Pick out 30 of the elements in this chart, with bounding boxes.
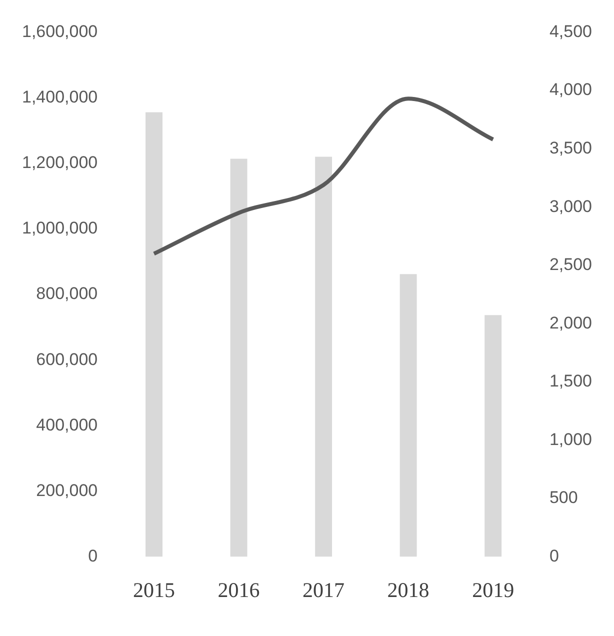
y-tick-label: 1,600,000 [22, 22, 98, 41]
y-tick-label: 1,400,000 [22, 87, 98, 106]
x-tick-label: 2017 [302, 578, 345, 602]
line-series [152, 96, 496, 256]
y2-tick-label: 4,500 [549, 22, 592, 41]
y-tick-label: 800,000 [36, 284, 98, 304]
y2-tick-label: 2,500 [549, 255, 592, 274]
y-tick-label: 600,000 [36, 350, 98, 369]
bar [315, 156, 332, 557]
y2-tick-label: 1,500 [549, 372, 592, 391]
y2-tick-label: 0 [549, 546, 559, 566]
y2-tick-label: 2,000 [549, 313, 592, 332]
y2-tick-label: 500 [549, 488, 578, 508]
x-tick-label: 2018 [387, 578, 430, 602]
bar [484, 315, 502, 557]
x-tick-label: 2016 [218, 578, 260, 602]
y2-tick-label: 3,000 [549, 196, 592, 216]
bar [400, 274, 417, 557]
bar [146, 112, 162, 557]
y2-tick-label: 3,500 [549, 138, 592, 158]
y-tick-label: 1,200,000 [22, 153, 98, 172]
y-tick-label: 200,000 [36, 480, 98, 500]
y2-tick-label: 1,000 [549, 430, 592, 449]
y2-tick-label: 4,000 [549, 80, 592, 100]
bar [230, 158, 248, 557]
x-tick-label: 2015 [133, 578, 176, 602]
y-tick-label: 0 [88, 546, 98, 566]
y-tick-label: 400,000 [36, 415, 98, 434]
y-tick-label: 1,000,000 [22, 218, 98, 238]
x-tick-label: 2019 [472, 578, 514, 602]
